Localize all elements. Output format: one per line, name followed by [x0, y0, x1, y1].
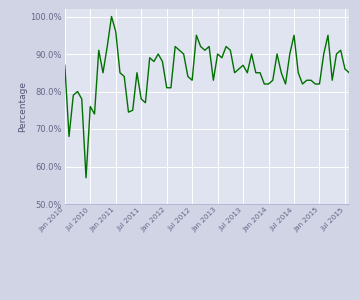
Y-axis label: Percentage: Percentage — [19, 81, 28, 132]
